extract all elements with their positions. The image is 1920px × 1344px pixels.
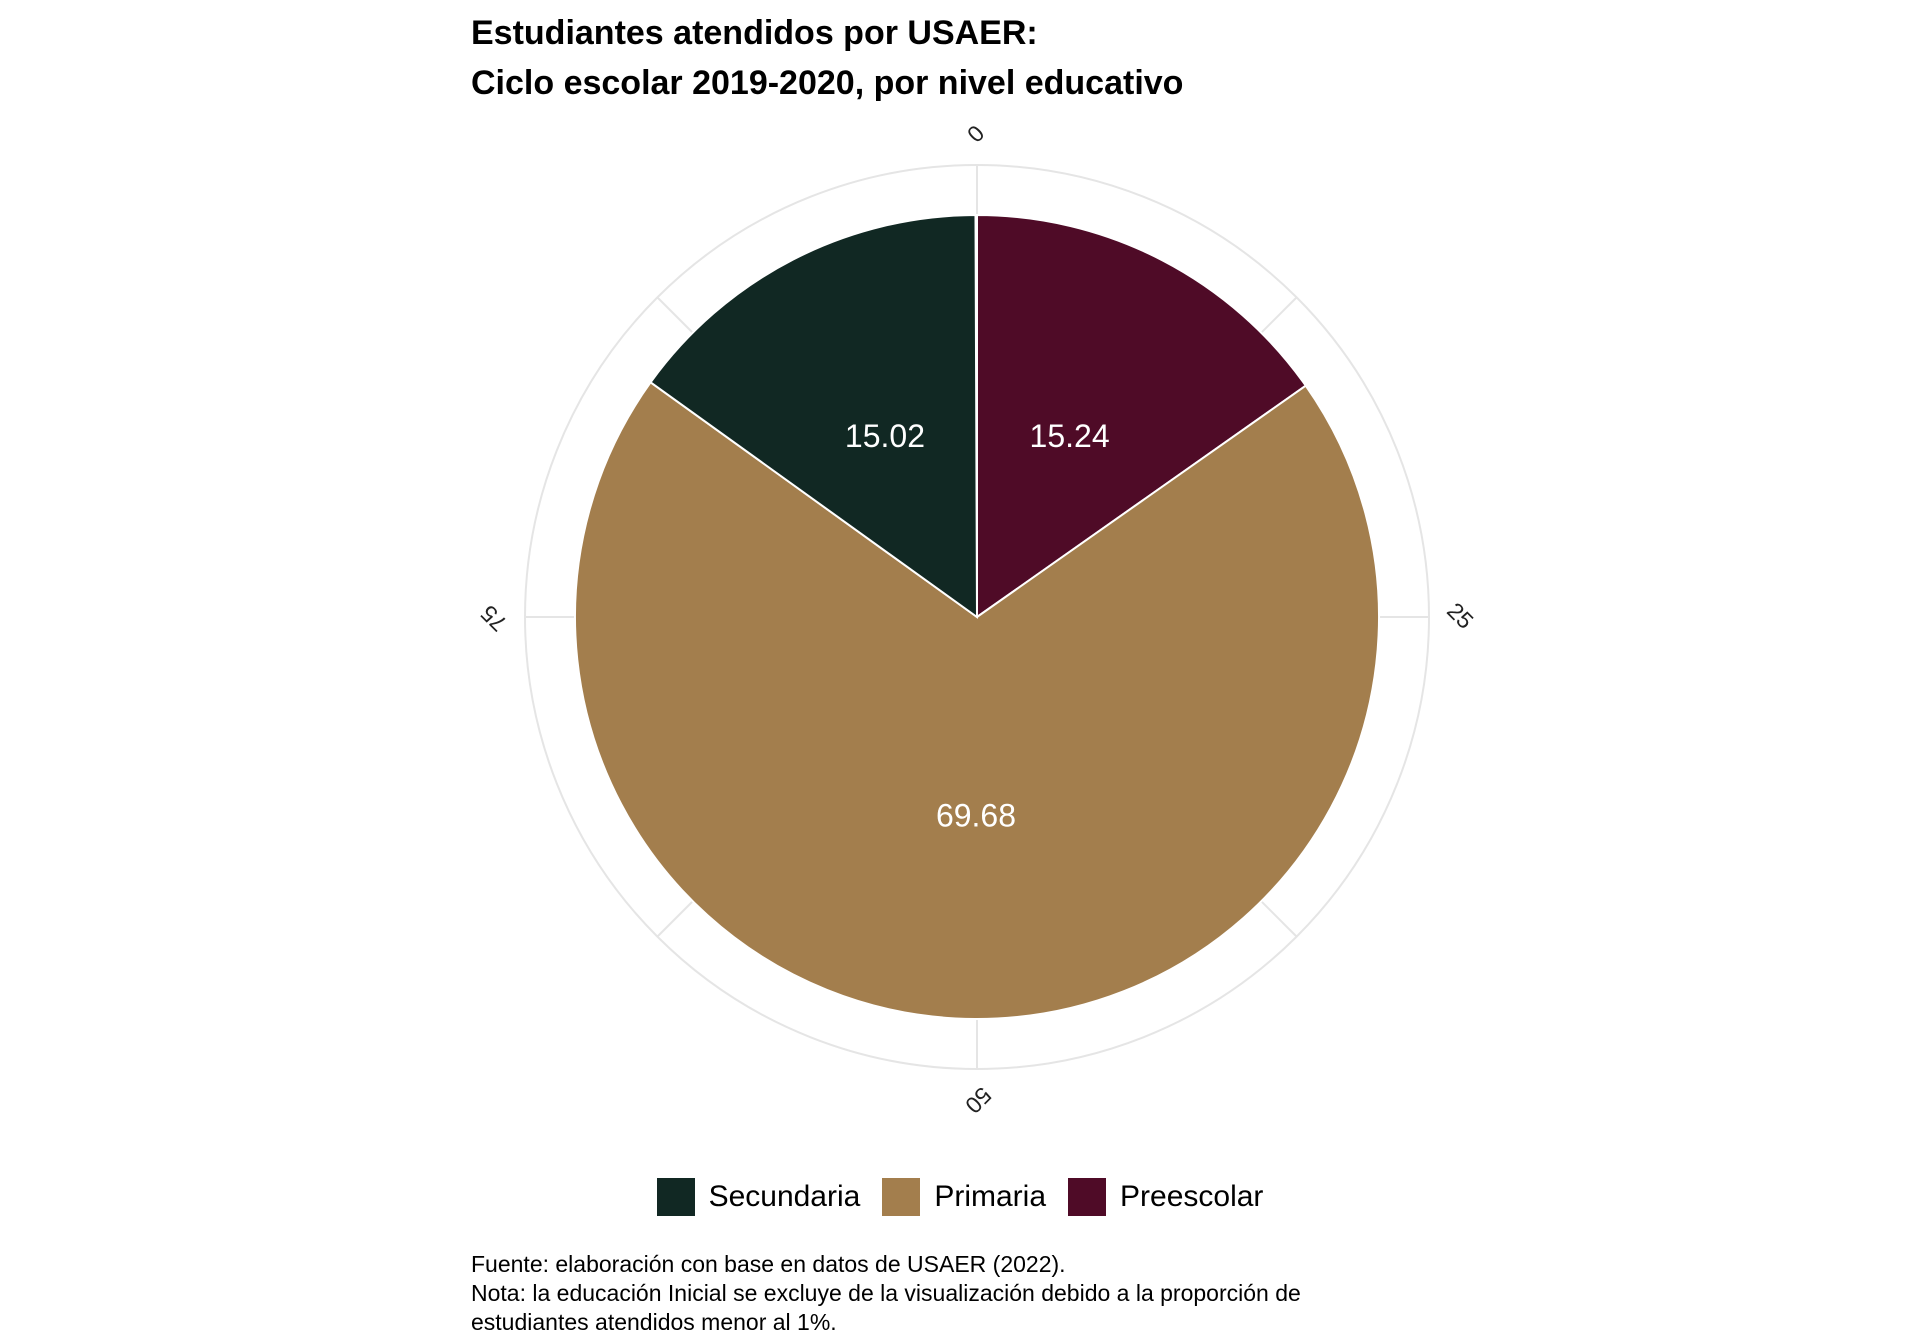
legend-item-preescolar: Preescolar — [1068, 1178, 1263, 1216]
caption-note-line2: estudiantes atendidos menor al 1%. — [471, 1309, 837, 1335]
chart-title-block: Estudiantes atendidos por USAER: Ciclo e… — [471, 8, 1183, 108]
axis-tick-label: 50 — [960, 1082, 996, 1118]
chart-subtitle: Ciclo escolar 2019-2020, por nivel educa… — [471, 64, 1184, 102]
legend-item-primaria: Primaria — [882, 1178, 1046, 1216]
caption: Fuente: elaboración con base en datos de… — [471, 1250, 1301, 1337]
caption-note-line1: Nota: la educación Inicial se excluye de… — [471, 1280, 1301, 1306]
legend-label-preescolar: Preescolar — [1120, 1180, 1264, 1213]
legend-swatch-primaria — [882, 1178, 921, 1216]
slice-secundaria — [649, 213, 979, 619]
slice-label-preescolar: 15.24 — [1030, 418, 1110, 454]
slice-labels: 15.24 69.68 15.02 — [845, 418, 1110, 834]
slice-label-primaria: 69.68 — [936, 797, 1016, 833]
legend-swatch-preescolar — [1068, 1178, 1107, 1216]
pie-chart: 15.24 69.68 15.02 0 25 50 75 — [475, 120, 1478, 1119]
slice-preescolar — [976, 213, 1308, 619]
axis-tick-label: 25 — [1442, 597, 1478, 633]
axis-tick-label: 75 — [475, 600, 511, 636]
caption-source: Fuente: elaboración con base en datos de… — [471, 1251, 1066, 1277]
pie-slices — [574, 213, 1380, 1020]
legend-label-primaria: Primaria — [934, 1180, 1047, 1213]
axis-tick-label: 0 — [962, 120, 989, 147]
slice-label-secundaria: 15.02 — [845, 418, 925, 454]
legend-item-secundaria: Secundaria — [656, 1178, 861, 1216]
legend-label-secundaria: Secundaria — [708, 1180, 861, 1213]
chart-title: Estudiantes atendidos por USAER: — [471, 14, 1038, 52]
slice-primaria — [574, 380, 1380, 1020]
legend: Secundaria Primaria Preescolar — [0, 1178, 1920, 1216]
legend-swatch-secundaria — [656, 1178, 695, 1216]
